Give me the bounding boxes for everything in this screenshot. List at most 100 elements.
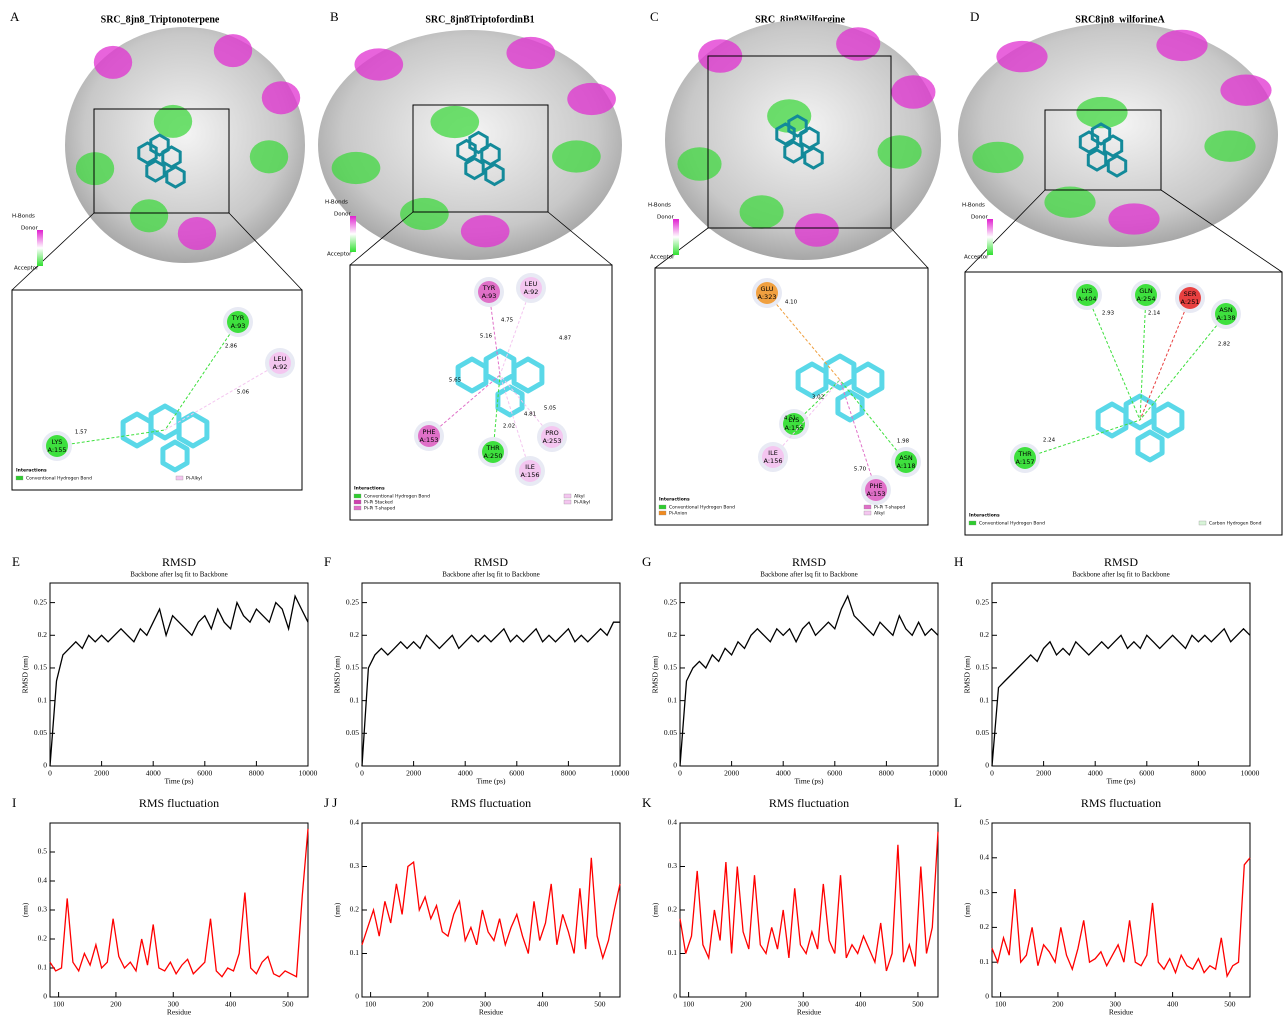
distance-label: 1.98 <box>897 439 910 445</box>
y-tick-label: 0.2 <box>350 630 360 639</box>
x-tick-label: 8000 <box>879 769 894 778</box>
surface-patch <box>178 217 216 250</box>
residue-id: A:155 <box>48 446 67 454</box>
surface-patch <box>94 46 132 79</box>
y-tick-label: 0 <box>673 992 677 1001</box>
data-line <box>680 596 938 766</box>
y-tick-label: 0.1 <box>38 963 48 972</box>
residue-id: A:92 <box>524 288 539 296</box>
y-tick-label: 0 <box>355 761 359 770</box>
surface-patch <box>130 199 168 232</box>
y-tick-label: 0.3 <box>350 861 360 870</box>
surface-patch <box>154 105 192 138</box>
x-tick-label: 8000 <box>561 769 576 778</box>
y-tick-label: 0.25 <box>34 597 47 606</box>
interaction-swatch <box>564 494 571 498</box>
surface-patch <box>1220 75 1271 106</box>
panel-title: SRC_8jn8TriptofordinB1 <box>425 14 534 25</box>
surface-patch <box>891 75 935 109</box>
x-tick-label: 100 <box>365 1000 377 1009</box>
residue-name: PRO <box>545 429 559 437</box>
distance-label: 2.82 <box>1218 342 1230 348</box>
panel-letter: L <box>954 795 962 810</box>
chart-title: RMSD <box>792 555 826 569</box>
x-axis-label: Time (ps) <box>1106 777 1136 786</box>
x-tick-label: 100 <box>995 1000 1007 1009</box>
y-tick-label: 0 <box>355 992 359 1001</box>
interaction-swatch <box>354 500 361 504</box>
x-tick-label: 0 <box>48 769 52 778</box>
interaction-label: Alkyl <box>874 511 885 517</box>
surface-patch <box>214 34 252 67</box>
distance-label: 5.05 <box>544 406 557 412</box>
x-axis-label: Residue <box>479 1008 504 1017</box>
data-line <box>992 858 1250 976</box>
distance-label: 4.51 <box>784 416 796 422</box>
hbond-legend-title: H-Bonds <box>12 214 35 220</box>
y-tick-label: 0.15 <box>664 663 677 672</box>
y-tick-label: 0.1 <box>668 948 678 957</box>
chart-title: RMS fluctuation <box>139 796 219 810</box>
y-tick-label: 0.5 <box>38 847 48 856</box>
y-tick-label: 0.15 <box>346 663 359 672</box>
y-tick-label: 0.25 <box>346 597 359 606</box>
residue-id: A:156 <box>521 471 540 479</box>
x-tick-label: 200 <box>740 1000 752 1009</box>
zoom-line <box>891 228 928 268</box>
distance-label: 5.06 <box>237 390 250 396</box>
hbond-legend-title: H-Bonds <box>325 200 348 206</box>
residue-name: LYS <box>1082 287 1093 295</box>
distance-label: 3.02 <box>812 395 824 401</box>
x-tick-label: 100 <box>683 1000 695 1009</box>
residue-name: ILE <box>525 463 535 471</box>
x-tick-label: 6000 <box>509 769 524 778</box>
surface-patch <box>400 198 449 230</box>
y-tick-label: 0.15 <box>34 663 47 672</box>
surface-patch <box>354 48 403 80</box>
zoom-line <box>655 228 708 268</box>
residue-name: LYS <box>52 438 63 446</box>
distance-label: 4.10 <box>785 300 798 306</box>
y-tick-label: 0.05 <box>976 728 989 737</box>
x-tick-label: 0 <box>360 769 364 778</box>
hbond-gradient <box>350 216 356 252</box>
x-axis-label: Time (ps) <box>164 777 194 786</box>
y-tick-label: 0.25 <box>976 597 989 606</box>
x-tick-label: 500 <box>594 1000 606 1009</box>
x-tick-label: 200 <box>1052 1000 1064 1009</box>
interaction-label: Conventional Hydrogen Bond <box>669 505 735 511</box>
interaction-swatch <box>176 476 183 480</box>
chart-title: RMSD <box>1104 555 1138 569</box>
interaction-swatch <box>659 511 666 515</box>
residue-name: SER <box>1184 290 1197 298</box>
x-tick-label: 2000 <box>1036 769 1051 778</box>
interaction-swatch <box>864 511 871 515</box>
interaction-swatch <box>969 521 976 525</box>
interaction-swatch <box>354 494 361 498</box>
x-axis-label: Residue <box>1109 1008 1134 1017</box>
hbond-legend-donor: Donor <box>21 226 38 232</box>
surface-patch <box>76 152 114 185</box>
distance-label: 2.14 <box>1148 311 1161 317</box>
y-tick-label: 0.2 <box>668 630 678 639</box>
surface-patch <box>552 140 601 172</box>
plot-frame <box>50 583 308 766</box>
data-line <box>680 832 938 971</box>
x-tick-label: 400 <box>537 1000 549 1009</box>
y-tick-label: 0 <box>673 761 677 770</box>
hbond-legend-acceptor: Acceptor <box>327 252 352 258</box>
hbond-legend-acceptor: Acceptor <box>14 266 39 272</box>
residue-id: A:93 <box>482 292 497 300</box>
residue-name: ILE <box>768 449 778 457</box>
y-axis-label: RMSD (nm) <box>333 655 342 693</box>
interaction-swatch <box>16 476 23 480</box>
interaction-label: Conventional Hydrogen Bond <box>979 521 1045 527</box>
interactions-title: Interactions <box>16 468 47 474</box>
x-tick-label: 400 <box>1167 1000 1179 1009</box>
y-axis-label: (nm) <box>21 902 30 917</box>
surface-patch <box>430 106 479 138</box>
hbond-legend-acceptor: Acceptor <box>964 255 989 261</box>
x-tick-label: 200 <box>110 1000 122 1009</box>
y-tick-label: 0.05 <box>34 728 47 737</box>
figure: ASRC_8jn8_TriptonoterpeneH-BondsDonorAcc… <box>0 0 1288 1018</box>
